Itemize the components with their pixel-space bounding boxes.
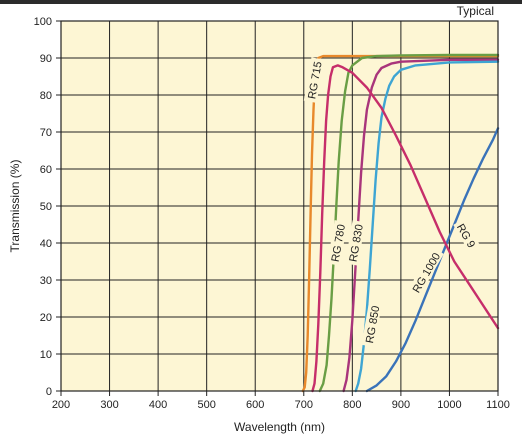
x-tick-label: 800 (343, 399, 361, 411)
y-tick-label: 10 (40, 349, 52, 361)
x-tick-label: 600 (246, 399, 264, 411)
x-tick-label: 1000 (437, 399, 461, 411)
series-line-rg-780 (318, 53, 500, 393)
series-label-backdrop (407, 247, 444, 298)
x-tick-label: 200 (52, 399, 70, 411)
series-label-backdrop (453, 218, 481, 253)
y-tick-label: 70 (40, 127, 52, 139)
series-label-backdrop (344, 220, 366, 266)
y-tick-label: 80 (40, 90, 52, 102)
y-axis-ticks: 0 10 20 30 40 50 60 70 80 90 100 (34, 16, 61, 398)
y-tick-label: 40 (40, 238, 52, 250)
series-line-rg-1000 (365, 127, 500, 393)
x-tick-label: 900 (392, 399, 410, 411)
y-axis-title: Transmission (%) (8, 160, 22, 253)
x-tick-label: 1100 (486, 399, 510, 411)
y-tick-label: 60 (40, 164, 52, 176)
series-line-rg-9 (311, 64, 500, 393)
corner-note: Typical (457, 4, 494, 18)
y-tick-label: 0 (46, 386, 52, 398)
y-tick-label: 90 (40, 53, 52, 65)
series-label-backdrop (361, 301, 382, 348)
y-tick-label: 30 (40, 275, 52, 287)
x-tick-label: 700 (295, 399, 313, 411)
y-tick-label: 20 (40, 312, 52, 324)
x-tick-label: 300 (100, 399, 118, 411)
x-tick-label: 400 (149, 399, 167, 411)
series-label-backdrop (327, 220, 348, 266)
series-label-backdrop (303, 57, 325, 103)
series-line-rg-830 (342, 58, 500, 393)
series-line-rg-850 (354, 60, 500, 393)
x-axis-title: Wavelength (nm) (234, 420, 325, 434)
x-axis-ticks: 200 300 400 500 600 700 800 900 1000 1100 (52, 391, 510, 411)
y-tick-label: 100 (34, 16, 52, 28)
top-bar (0, 0, 522, 4)
y-tick-label: 50 (40, 201, 52, 213)
x-tick-label: 500 (197, 399, 215, 411)
